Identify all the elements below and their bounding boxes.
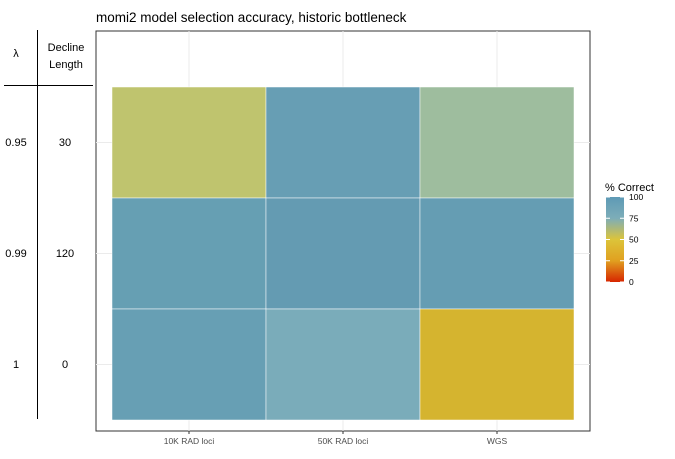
side-table-header-divider xyxy=(4,85,93,86)
side-table: λ Decline Length 0.95 30 0.99 120 1 0 xyxy=(0,30,96,430)
heatmap-cell xyxy=(419,308,575,421)
legend-colorbar xyxy=(606,197,624,282)
legend-tick-label: 100 xyxy=(629,192,643,202)
lambda-value: 0.95 xyxy=(5,137,27,149)
decline-header-line2: Length xyxy=(49,59,83,71)
lambda-value: 1 xyxy=(12,359,20,371)
heatmap-cell xyxy=(419,86,575,199)
lambda-header: λ xyxy=(13,48,19,60)
x-axis-ticks: 10K RAD loci 50K RAD loci WGS xyxy=(164,431,508,446)
legend-tick-label: 50 xyxy=(629,235,639,245)
chart-title: momi2 model selection accuracy, historic… xyxy=(96,10,407,25)
decline-header-line1: Decline xyxy=(47,42,85,54)
x-tick-label: WGS xyxy=(487,436,508,446)
x-tick-label: 50K RAD loci xyxy=(318,436,369,446)
heatmap-cell xyxy=(111,86,267,199)
decline-value: 120 xyxy=(55,248,75,260)
heatmap-cell xyxy=(111,308,267,421)
legend: % Correct 100 75 50 25 0 xyxy=(605,182,654,287)
x-tick-label: 10K RAD loci xyxy=(164,436,215,446)
side-table-column-divider xyxy=(37,30,38,419)
decline-value: 0 xyxy=(61,359,69,371)
heatmap-cell xyxy=(265,86,421,199)
legend-title: % Correct xyxy=(605,182,654,194)
heatmap-cell xyxy=(419,197,575,310)
heatmap-cells xyxy=(111,86,575,421)
legend-tick-label: 75 xyxy=(629,213,639,223)
legend-tick-label: 0 xyxy=(629,277,634,287)
lambda-value: 0.99 xyxy=(5,248,27,260)
decline-value: 30 xyxy=(58,137,72,149)
legend-tick-label: 25 xyxy=(629,256,639,266)
heatmap-cell xyxy=(265,197,421,310)
heatmap-cell xyxy=(265,308,421,421)
heatmap-cell xyxy=(111,197,267,310)
